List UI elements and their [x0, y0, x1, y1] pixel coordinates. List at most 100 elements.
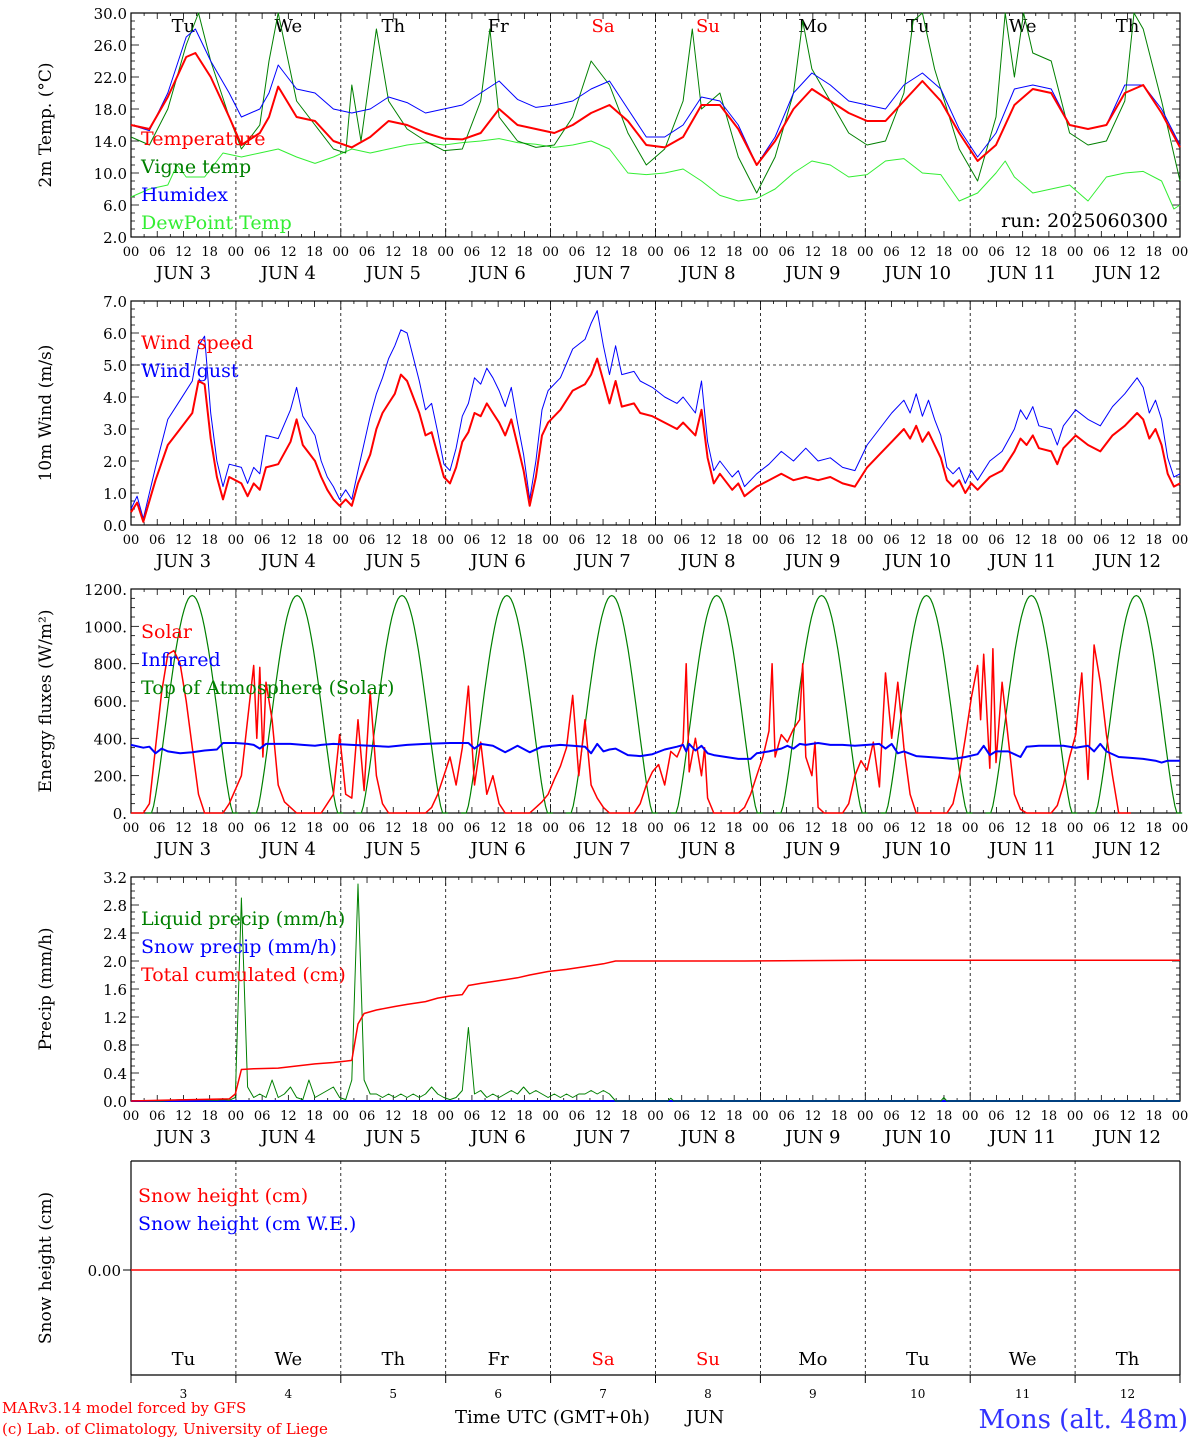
y-tick-label: 7.0 [103, 293, 127, 311]
date-label: JUN 10 [882, 1127, 951, 1148]
hour-label: 06 [1093, 821, 1110, 836]
hour-label: 12 [909, 1109, 926, 1124]
hour-label: 06 [673, 245, 690, 260]
weekday-label: We [275, 1349, 303, 1370]
y-tick-label: 800. [94, 656, 127, 674]
hour-label: 06 [359, 245, 376, 260]
hour-label: 00 [228, 1109, 245, 1124]
date-label: JUN 8 [678, 839, 735, 860]
y-tick-label: 1.6 [103, 981, 127, 999]
toa-arch [461, 594, 553, 814]
date-label: JUN 5 [364, 839, 421, 860]
y-tick-label: 1200. [84, 581, 127, 599]
legend-entry: Snow height (cm) [138, 1185, 308, 1207]
weekday-label: Sa [592, 16, 615, 37]
hour-label: 00 [1172, 245, 1189, 260]
date-label: JUN 11 [987, 839, 1056, 860]
date-label: JUN 5 [364, 1127, 421, 1148]
hour-label: 00 [123, 821, 140, 836]
hour-label: 12 [280, 821, 297, 836]
hour-label: 06 [254, 533, 271, 548]
y-axis-title: Energy fluxes (W/m²) [36, 610, 56, 793]
y-tick-label: 200. [94, 768, 127, 786]
hour-label: 18 [516, 245, 533, 260]
hour-label: 18 [411, 533, 428, 548]
y-axis-title: 2m Temp. (°C) [36, 62, 56, 187]
legend-2: Solar Infrared Top of Atmosphere (Solar) [141, 621, 394, 699]
hour-label: 18 [201, 1109, 218, 1124]
date-label: JUN 12 [1092, 263, 1161, 284]
date-label: JUN 3 [154, 263, 211, 284]
date-label: JUN 11 [987, 1127, 1056, 1148]
date-label: JUN 6 [468, 1127, 525, 1148]
hour-label: 00 [333, 821, 350, 836]
date-label: JUN 7 [573, 263, 630, 284]
hour-label: 06 [254, 245, 271, 260]
y-tick-label: 1000. [84, 618, 127, 636]
series-line-speed [130, 357, 1181, 523]
series-line-3 [130, 138, 1181, 210]
toa-arch [146, 594, 239, 814]
weekday-label: Th [1116, 1349, 1140, 1370]
y-tick-label: 0.0 [103, 517, 127, 535]
date-label: JUN 11 [987, 263, 1056, 284]
energy-series [130, 594, 1183, 814]
date-label: JUN 7 [573, 551, 630, 572]
date-label: JUN 9 [783, 551, 840, 572]
date-label: JUN 9 [783, 1127, 840, 1148]
hour-label: 12 [595, 533, 612, 548]
hour-label: 06 [883, 821, 900, 836]
hour-label: 12 [805, 245, 822, 260]
hour-label: 06 [673, 533, 690, 548]
hour-label: 06 [359, 533, 376, 548]
hour-label: 12 [280, 533, 297, 548]
hour-label: 18 [1041, 245, 1058, 260]
hour-label: 18 [1146, 821, 1163, 836]
hour-label: 18 [516, 533, 533, 548]
hour-label: 00 [123, 1109, 140, 1124]
x-axis-title: Time UTC (GMT+0h) [455, 1407, 650, 1428]
hour-label: 00 [752, 1109, 769, 1124]
hour-label: 12 [385, 1109, 402, 1124]
date-label: JUN 3 [154, 1127, 211, 1148]
series-line-1 [130, 12, 1181, 194]
series-line-liquid [131, 883, 1180, 1102]
legend-entry: Vigne temp [140, 156, 251, 178]
panel-1: 0.0 1.0 2.0 3.0 4.0 5.0 6.0 7.0 [103, 293, 1181, 535]
weekday-label: Sa [592, 1349, 615, 1370]
hour-label: 12 [385, 245, 402, 260]
hour-label: 06 [464, 821, 481, 836]
legend-entry: Snow precip (mm/h) [141, 936, 337, 958]
hour-label: 06 [1093, 533, 1110, 548]
hour-label: 06 [149, 533, 166, 548]
date-label: JUN 8 [678, 1127, 735, 1148]
station-name: Mons (alt. 48m) [979, 1405, 1188, 1435]
hour-label: 12 [280, 245, 297, 260]
hour-label: 12 [909, 245, 926, 260]
legend-entry: Snow height (cm W.E.) [138, 1213, 356, 1235]
hour-label: 12 [490, 821, 507, 836]
y-tick-label: 10.0 [94, 165, 127, 183]
hour-label: 12 [1014, 1109, 1031, 1124]
hour-label: 18 [411, 821, 428, 836]
date-label: JUN 8 [678, 263, 735, 284]
panel-frame [130, 588, 1181, 814]
day-number: 5 [389, 1387, 397, 1401]
hour-label: 00 [647, 245, 664, 260]
hour-label: 18 [936, 245, 953, 260]
hour-label: 00 [437, 245, 454, 260]
hour-label: 06 [1093, 245, 1110, 260]
hour-label: 12 [175, 821, 192, 836]
hour-label: 00 [542, 1109, 559, 1124]
hour-label: 00 [752, 821, 769, 836]
hour-label: 18 [516, 821, 533, 836]
series-line-infrared [130, 742, 1180, 764]
y-tick-label: 6.0 [103, 197, 127, 215]
panel-3: 0.0 0.4 0.8 1.2 1.6 2.0 2.4 2.8 3.2 [103, 869, 1181, 1111]
legend-entry: Wind speed [141, 332, 253, 354]
hour-label: 06 [464, 1109, 481, 1124]
legend-4: Snow height (cm) Snow height (cm W.E.) [138, 1185, 356, 1235]
y-tick-label: 4.0 [103, 389, 127, 407]
hour-label: 06 [988, 245, 1005, 260]
